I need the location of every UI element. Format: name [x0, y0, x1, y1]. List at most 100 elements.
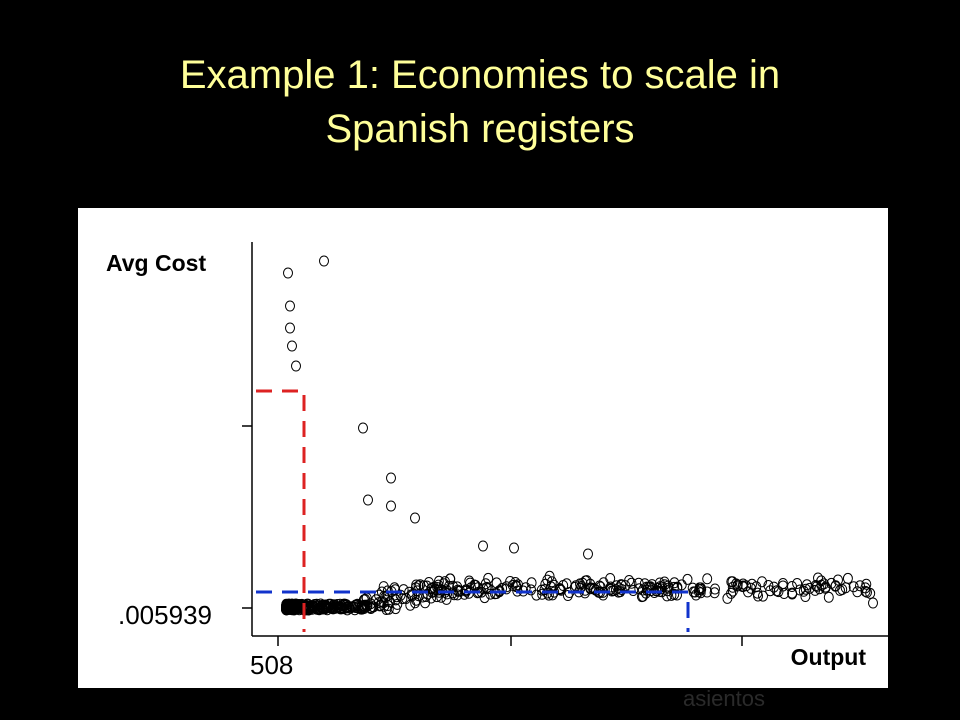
data-point: [862, 586, 872, 598]
data-point: [382, 600, 393, 611]
slide-title: Example 1: Economies to scale in Spanish…: [60, 48, 900, 156]
data-point: [356, 603, 367, 615]
data-point: [753, 590, 763, 602]
data-point: [813, 572, 823, 584]
data-point: [795, 584, 805, 596]
data-point: [860, 585, 871, 597]
data-point: [726, 587, 737, 599]
data-point: [657, 581, 668, 593]
y-axis-label: Avg Cost: [106, 250, 207, 276]
data-point: [422, 588, 433, 600]
data-point: [833, 574, 843, 586]
y-tick-label-min: .005939: [118, 600, 212, 630]
data-point: [363, 494, 373, 506]
data-point: [840, 582, 851, 594]
data-point: [810, 584, 821, 596]
data-point: [478, 540, 488, 552]
data-point: [546, 576, 557, 588]
data-point: [842, 572, 853, 584]
data-point: [537, 588, 548, 600]
data-point: [583, 548, 593, 560]
data-point: [626, 577, 637, 589]
data-point: [727, 576, 738, 588]
data-point: [778, 578, 788, 589]
data-point: [638, 590, 648, 602]
data-point: [440, 576, 450, 588]
data-point: [318, 603, 329, 615]
data-point: [792, 578, 803, 589]
data-point: [375, 600, 386, 611]
data-point: [526, 584, 536, 596]
data-point: [283, 267, 293, 279]
data-point: [662, 590, 672, 602]
x-tick-label-min: 508: [250, 650, 294, 680]
x-axis-label: Output: [790, 644, 866, 670]
data-point: [441, 593, 452, 605]
data-point: [688, 586, 699, 598]
data-point: [542, 574, 553, 586]
data-point: [478, 583, 489, 595]
data-point: [605, 583, 616, 595]
title-line-2: Spanish registers: [325, 107, 635, 151]
data-point: [798, 585, 809, 597]
data-point: [423, 577, 434, 588]
data-point: [778, 580, 788, 592]
data-point: [800, 591, 811, 602]
data-point: [741, 580, 752, 592]
data-point: [350, 602, 361, 613]
data-point: [555, 583, 566, 595]
data-point: [624, 575, 635, 586]
data-point: [861, 578, 872, 590]
scatter-chart: [242, 242, 888, 646]
data-point: [732, 579, 743, 591]
data-point: [669, 588, 680, 600]
data-point: [386, 500, 396, 512]
data-point: [401, 593, 412, 604]
data-point: [285, 300, 295, 312]
data-point: [639, 578, 650, 590]
data-point: [633, 577, 644, 589]
data-point: [554, 583, 565, 595]
data-point: [810, 580, 821, 591]
data-point: [430, 583, 440, 595]
red-dashed-reference-line: [256, 389, 306, 632]
data-point: [510, 577, 521, 588]
data-point: [491, 577, 502, 589]
truncated-axis-text: asientos: [683, 686, 765, 711]
blue-dashed-reference-line: [256, 590, 690, 632]
data-point: [818, 578, 829, 590]
data-point: [820, 581, 831, 593]
reference-lines: [256, 389, 690, 632]
data-point: [367, 601, 378, 613]
data-point: [855, 580, 865, 592]
data-point: [296, 599, 307, 611]
data-point: [281, 600, 292, 612]
data-point: [823, 591, 834, 603]
data-point: [357, 602, 368, 614]
data-point: [556, 584, 567, 596]
data-point: [358, 422, 368, 434]
data-point: [397, 593, 408, 605]
data-point: [328, 602, 339, 614]
data-point: [445, 573, 456, 585]
data-point: [346, 601, 357, 613]
data-point: [702, 586, 713, 598]
data-point: [709, 587, 720, 599]
title-line-1: Example 1: Economies to scale in: [179, 53, 781, 97]
data-point: [379, 590, 390, 602]
data-point: [682, 573, 693, 585]
data-point: [830, 580, 841, 592]
data-point: [758, 590, 768, 602]
data-point: [386, 472, 396, 484]
data-point: [616, 579, 627, 591]
data-point: [747, 578, 757, 590]
data-point: [804, 582, 815, 594]
data-point: [536, 584, 547, 596]
data-point: [765, 585, 776, 597]
axes: [242, 242, 888, 646]
data-point: [410, 512, 420, 524]
data-point: [356, 600, 367, 612]
data-point: [442, 588, 453, 600]
data-point: [340, 598, 351, 610]
data-point: [702, 573, 713, 585]
